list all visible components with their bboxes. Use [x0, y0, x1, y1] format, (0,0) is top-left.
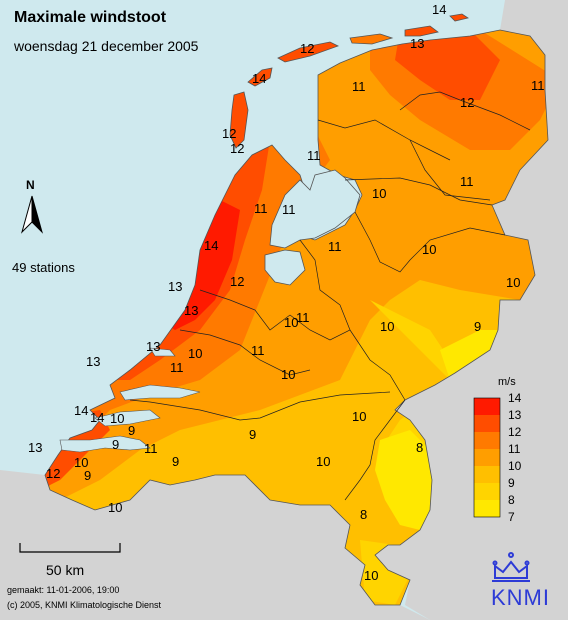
- texel-island: [229, 91, 249, 149]
- station-value: 14: [74, 403, 89, 418]
- station-value: 10: [372, 186, 387, 201]
- station-value: 10: [188, 346, 203, 361]
- station-value: 11: [282, 202, 296, 217]
- germany-land: [375, 0, 568, 620]
- station-value: 13: [86, 354, 101, 369]
- station-value: 10: [422, 242, 437, 257]
- station-value: 11: [352, 79, 366, 94]
- belgium-land: [0, 470, 430, 620]
- terschelling-island: [277, 41, 340, 63]
- station-value: 10: [284, 315, 299, 330]
- station-value: 9: [128, 423, 136, 438]
- station-value: 10: [352, 409, 367, 424]
- station-value: 12: [230, 274, 245, 289]
- station-value: 13: [28, 440, 43, 455]
- legend-swatch: [474, 500, 500, 517]
- legend-tick-label: 7: [508, 510, 515, 524]
- station-value: 10: [380, 319, 395, 334]
- station-value: 10: [364, 568, 379, 583]
- station-value: 13: [410, 36, 425, 51]
- north-label: N: [26, 178, 35, 192]
- station-value: 10: [506, 275, 521, 290]
- station-value: 8: [360, 507, 368, 522]
- station-value: 13: [184, 303, 199, 318]
- station-value: 12: [300, 41, 315, 56]
- station-value: 11: [531, 78, 545, 93]
- station-value: 14: [90, 410, 105, 425]
- province-boundaries: [129, 91, 531, 501]
- legend-swatch: [474, 466, 500, 483]
- footer-copyright: (c) 2005, KNMI Klimatologische Dienst: [7, 600, 162, 610]
- legend-color-bar: [473, 397, 501, 518]
- station-value: 14: [204, 238, 219, 253]
- station-value: 14: [252, 71, 267, 86]
- legend-swatch: [474, 415, 500, 432]
- station-value: 13: [146, 339, 161, 354]
- station-value: 12: [46, 466, 61, 481]
- haringvliet: [119, 384, 201, 401]
- station-value: 9: [474, 319, 482, 334]
- knmi-crown-icon: [492, 552, 530, 582]
- station-value: 9: [249, 427, 257, 442]
- knmi-logo-text: KNMI: [491, 585, 550, 610]
- station-value: 11: [460, 174, 474, 189]
- legend-swatch: [474, 398, 500, 415]
- oosterschelde: [94, 409, 161, 427]
- legend-tick-label: 12: [508, 425, 522, 439]
- station-value: 11: [170, 360, 184, 375]
- legend-tick-label: 10: [508, 459, 522, 473]
- station-value: 10: [74, 455, 89, 470]
- footer-made: gemaakt: 11-01-2006, 19:00: [7, 585, 120, 595]
- legend-tick-label: 13: [508, 408, 522, 422]
- station-value: 10: [108, 500, 123, 515]
- legend-frame: [473, 397, 501, 518]
- station-value: 11: [296, 310, 310, 325]
- legend-tick-label: 8: [508, 493, 515, 507]
- station-value: 12: [230, 141, 245, 156]
- station-count: 49 stations: [12, 260, 75, 275]
- map-title: Maximale windstoot: [14, 9, 167, 26]
- station-value: 9: [172, 454, 180, 469]
- north-arrow-icon: [21, 195, 43, 234]
- map-subtitle: woensdag 21 december 2005: [14, 38, 199, 54]
- legend-unit: m/s: [498, 376, 516, 388]
- scale-bar: [19, 543, 121, 553]
- station-value: 10: [316, 454, 331, 469]
- scale-label: 50 km: [46, 562, 85, 578]
- station-value: 11: [307, 148, 321, 163]
- legend-tick-label: 11: [508, 442, 521, 456]
- ameland-island: [349, 33, 394, 45]
- legend-swatch: [474, 483, 500, 500]
- station-value: 14: [432, 2, 447, 17]
- schiermonnikoog-island: [404, 25, 439, 37]
- station-value: 9: [112, 437, 120, 452]
- station-value: 13: [168, 279, 183, 294]
- station-value: 12: [460, 95, 475, 110]
- station-value: 12: [222, 126, 237, 141]
- station-value: 11: [254, 201, 268, 216]
- legend-swatch: [474, 432, 500, 449]
- station-value: 8: [416, 440, 424, 455]
- legend-tick-label: 14: [508, 391, 522, 405]
- station-value: 11: [251, 343, 265, 358]
- station-value: 11: [328, 239, 342, 254]
- vlieland-island: [247, 67, 273, 87]
- rottumeroog-island: [449, 13, 469, 22]
- legend-swatch: [474, 449, 500, 466]
- markermeer: [264, 249, 306, 286]
- station-value: 11: [144, 441, 158, 456]
- station-value: 9: [84, 468, 92, 483]
- legend-tick-label: 9: [508, 476, 515, 490]
- station-value: 10: [281, 367, 296, 382]
- ijsselmeer: [269, 169, 361, 249]
- station-value: 10: [110, 411, 125, 426]
- nieuwe-waterweg: [149, 347, 176, 357]
- westerschelde: [59, 435, 151, 453]
